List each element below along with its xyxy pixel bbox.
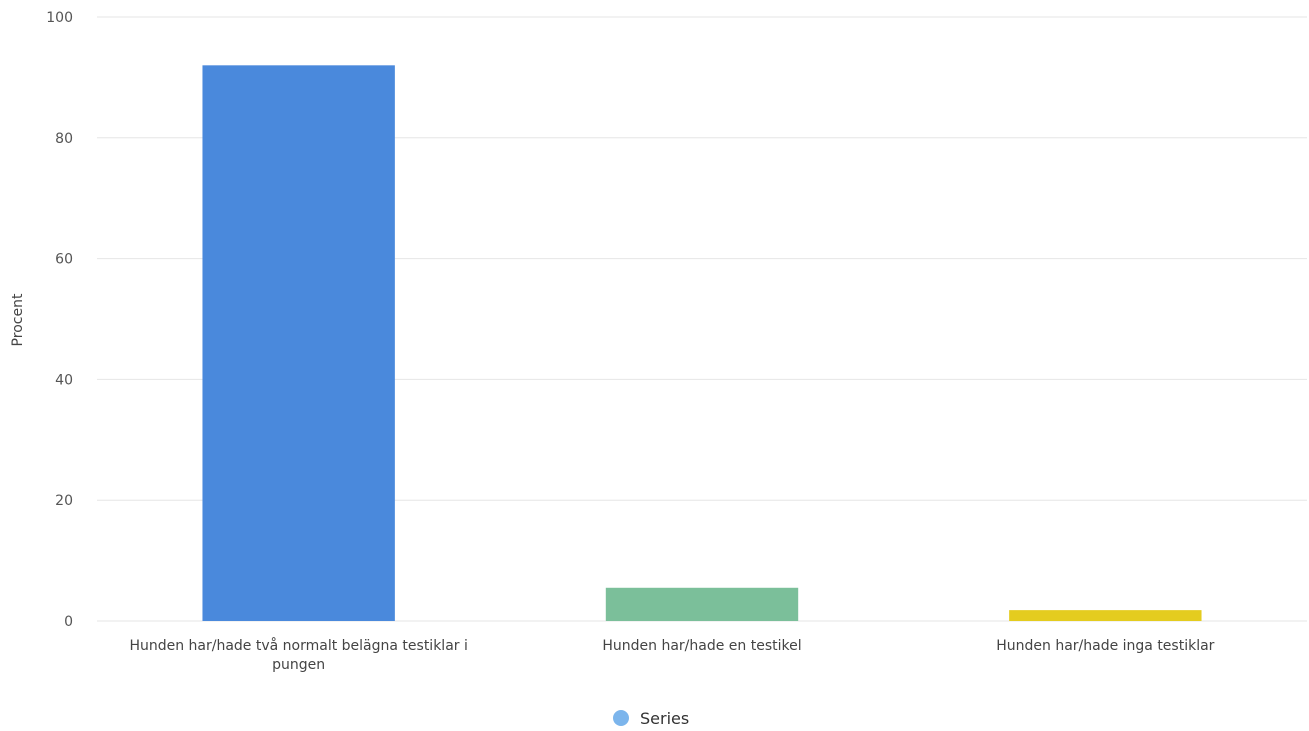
x-category-label: Hunden har/hade en testikel [602,638,801,654]
y-tick-label: 0 [64,614,73,630]
bar[interactable] [1009,610,1202,621]
y-axis-ticks: 0 20 40 60 80 100 [46,10,73,630]
x-category-label: Hunden har/hade inga testiklar [996,638,1214,654]
legend-label-series: Series [640,709,689,728]
x-axis-categories: Hunden har/hade två normalt belägna test… [129,637,1214,673]
x-category-label: pungen [272,657,325,673]
legend[interactable]: Series [613,709,689,728]
y-tick-label: 60 [55,252,73,268]
bars [202,65,1202,621]
legend-marker [613,710,629,726]
x-category-label: Hunden har/hade två normalt belägna test… [129,637,467,654]
y-tick-label: 20 [55,493,73,509]
y-tick-label: 100 [46,10,73,26]
y-tick-label: 40 [55,372,73,388]
bar[interactable] [605,587,799,621]
y-axis-label: Procent [10,293,26,346]
bar[interactable] [202,65,395,621]
y-tick-label: 80 [55,131,73,147]
